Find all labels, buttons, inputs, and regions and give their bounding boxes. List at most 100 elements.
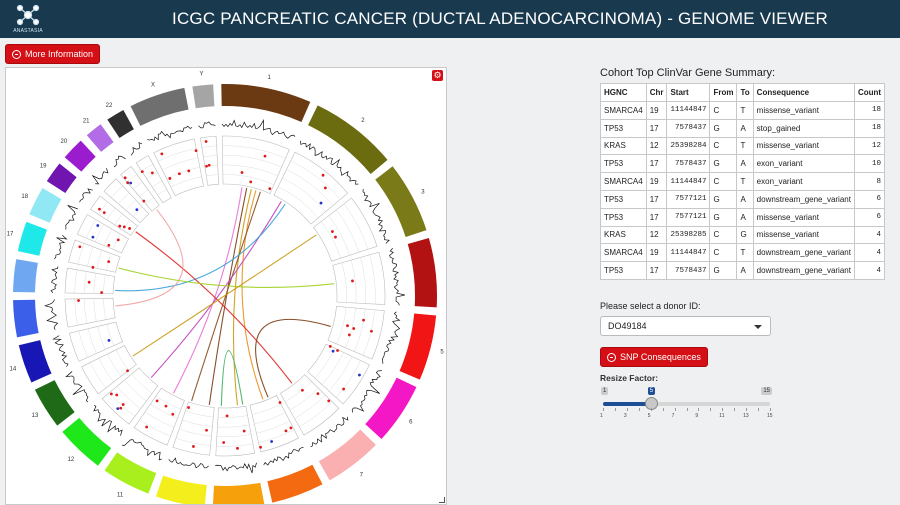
structural-variant-link (241, 190, 264, 400)
track-gridline (83, 271, 87, 294)
cell-count: 18 (853, 118, 886, 138)
track-gridline (107, 353, 122, 377)
chromosome-ideogram-19 (46, 163, 77, 194)
donor-select[interactable]: DO49184 (600, 316, 771, 336)
track-gridline (78, 330, 88, 358)
track-gridline (85, 219, 96, 239)
gene-summary-table: HGNC Chr Start From To Consequence Count… (600, 83, 886, 280)
col-consequence: Consequence (752, 83, 855, 102)
cell-count: 18 (853, 101, 886, 120)
minus-circle-icon (12, 49, 21, 59)
variant-point (140, 170, 144, 173)
slider-tick (734, 408, 736, 411)
chromosome-ideogram-17 (17, 221, 47, 256)
track-gridline (112, 233, 121, 250)
cell-count: 8 (853, 172, 886, 191)
variant-point (187, 406, 190, 409)
variant-point (126, 369, 129, 373)
variant-point (207, 163, 211, 167)
snp-consequences-button[interactable]: SNP Consequences (600, 347, 708, 367)
track-gridline (96, 250, 103, 269)
circos-plot: 12345678910111213141516171819202122XY (0, 72, 450, 505)
slider-track[interactable] (603, 402, 770, 406)
variant-point (102, 211, 106, 215)
circos-plot-panel: ⚙ 12345678910111213141516171819202122XY (0, 67, 450, 505)
track-gridline (93, 273, 97, 294)
chromosome-ideogram-5 (399, 313, 437, 380)
chromosome-ideogram-12 (62, 417, 112, 466)
cell-consequence: missense_variant (752, 101, 855, 120)
track-gridline (294, 394, 326, 419)
variant-point (155, 399, 159, 403)
slider-tick-label: 3 (623, 413, 627, 419)
resize-factor-slider[interactable]: 1 15 5 1 3 5 7 9 11 13 15 (600, 386, 773, 422)
network-logo-icon (16, 4, 40, 26)
structural-variant-link (173, 187, 243, 394)
chromosome-ideogram-15 (13, 299, 39, 338)
slider-min-label: 1 (601, 387, 609, 395)
track-gridline (97, 326, 106, 350)
cell-to: G (736, 225, 754, 245)
track-gridline (93, 298, 97, 322)
variant-point (187, 169, 191, 173)
gear-icon[interactable]: ⚙ (432, 70, 443, 81)
track-gridline (114, 213, 123, 226)
variant-point (122, 225, 126, 229)
structural-variant-link (115, 203, 286, 292)
track-gridline (217, 424, 250, 428)
slider-tick (614, 408, 616, 411)
track-gridline (175, 437, 211, 446)
copy-number-trace (198, 121, 216, 129)
snv-track-bg (120, 165, 160, 212)
copy-number-trace (93, 405, 123, 436)
snv-track-bg (172, 401, 215, 456)
variant-point (160, 152, 164, 156)
copy-number-trace (91, 168, 109, 185)
track-gridline (350, 260, 357, 304)
variant-point (107, 260, 111, 264)
cell-start: 7578437 (666, 118, 711, 138)
track-gridline (103, 229, 113, 246)
variant-point (129, 181, 133, 185)
variant-point (123, 176, 127, 180)
track-gridline (103, 298, 106, 320)
track-gridline (103, 274, 106, 294)
chromosome-label: 6 (409, 420, 413, 426)
slider-tick (603, 408, 604, 411)
chromosome-ideogram-3 (375, 166, 427, 238)
track-gridline (254, 412, 286, 425)
variant-point (321, 173, 325, 177)
chromosome-label: 14 (10, 367, 17, 373)
variant-point (116, 407, 120, 411)
cell-consequence: missense_variant (752, 207, 855, 227)
variant-point (118, 224, 122, 228)
variant-point (145, 425, 149, 429)
variant-point (327, 399, 331, 403)
track-gridline (125, 199, 136, 211)
variant-point (346, 324, 349, 328)
chromosome-label: 1 (267, 75, 271, 81)
cell-from: G (709, 261, 738, 280)
col-chr: Chr (645, 83, 668, 102)
variant-point (171, 412, 175, 416)
copy-number-trace (351, 370, 382, 413)
track-gridline (336, 209, 360, 253)
cell-from: G (709, 189, 738, 209)
chromosome-ideogram-9 (212, 482, 265, 505)
track-gridline (328, 356, 353, 392)
chromosome-label: 20 (61, 139, 68, 145)
variant-point (115, 393, 119, 397)
variant-point (121, 403, 125, 406)
resize-handle-icon[interactable] (439, 497, 445, 503)
track-gridline (345, 308, 356, 348)
table-header-row: HGNC Chr Start From To Consequence Count (600, 83, 886, 102)
structural-variant-link (220, 350, 244, 406)
structural-variant-link (232, 189, 252, 406)
variant-point (164, 404, 168, 408)
more-information-button[interactable]: More Information (5, 44, 101, 64)
chromosome-label: X (151, 82, 155, 88)
structural-variant-link (255, 318, 331, 398)
